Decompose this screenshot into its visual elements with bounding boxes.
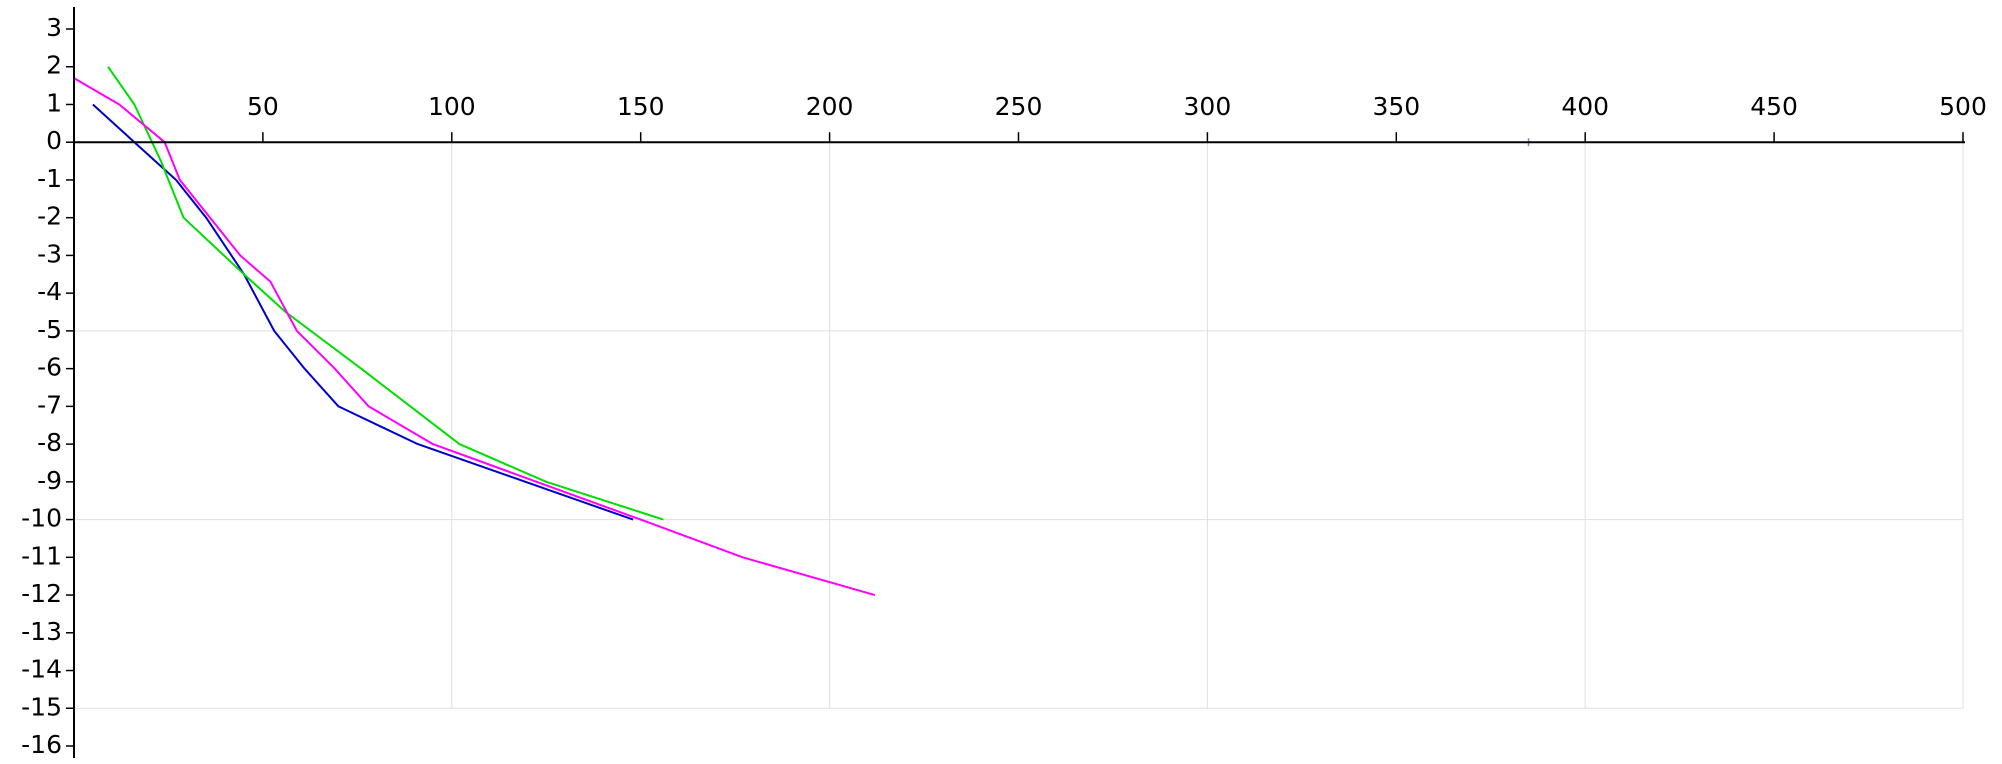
y-tick-label: -6: [37, 353, 62, 382]
y-tick-label: -12: [21, 579, 62, 608]
series-line-2: [107, 66, 664, 521]
x-tick-label: 200: [806, 92, 854, 121]
y-tick-label: 2: [46, 51, 62, 80]
y-tick-label: -3: [37, 239, 62, 268]
y-tick-label: 3: [46, 13, 62, 42]
y-tick-label: -7: [37, 390, 62, 419]
y-tick-label: 0: [46, 126, 62, 155]
y-tick-label: -4: [37, 277, 62, 306]
series-line-3: [73, 77, 876, 597]
tick-labels: 50 100 150 200 250 300 350 400 450 500 3 2 1 0 -1 -2 -3 -…: [21, 13, 1987, 759]
y-tick-label: -9: [37, 466, 62, 495]
y-tick-label: -1: [37, 164, 62, 193]
x-tick-label: 400: [1561, 92, 1609, 121]
x-tick-label: 300: [1184, 92, 1232, 121]
x-tick-label: 100: [428, 92, 476, 121]
x-tick-label: 500: [1939, 92, 1987, 121]
y-tick-label: -13: [21, 617, 62, 646]
y-tick-label: -2: [37, 202, 62, 231]
x-tick-label: 450: [1750, 92, 1798, 121]
axes: [66, 7, 1965, 758]
y-tick-label: -8: [37, 428, 62, 457]
x-tick-label: 50: [247, 92, 279, 121]
y-tick-label: -16: [21, 730, 62, 759]
grid-lines: [74, 142, 1964, 709]
y-tick-label: -14: [21, 655, 62, 684]
series-line-1: [92, 103, 634, 521]
x-tick-label: 350: [1372, 92, 1420, 121]
y-tick-label: -10: [21, 504, 62, 533]
y-tick-label: -5: [37, 315, 62, 344]
x-tick-label: 150: [617, 92, 665, 121]
y-tick-label: -15: [21, 692, 62, 721]
y-tick-label: -11: [21, 541, 62, 570]
y-tick-label: 1: [46, 88, 62, 117]
x-tick-label: 250: [995, 92, 1043, 121]
